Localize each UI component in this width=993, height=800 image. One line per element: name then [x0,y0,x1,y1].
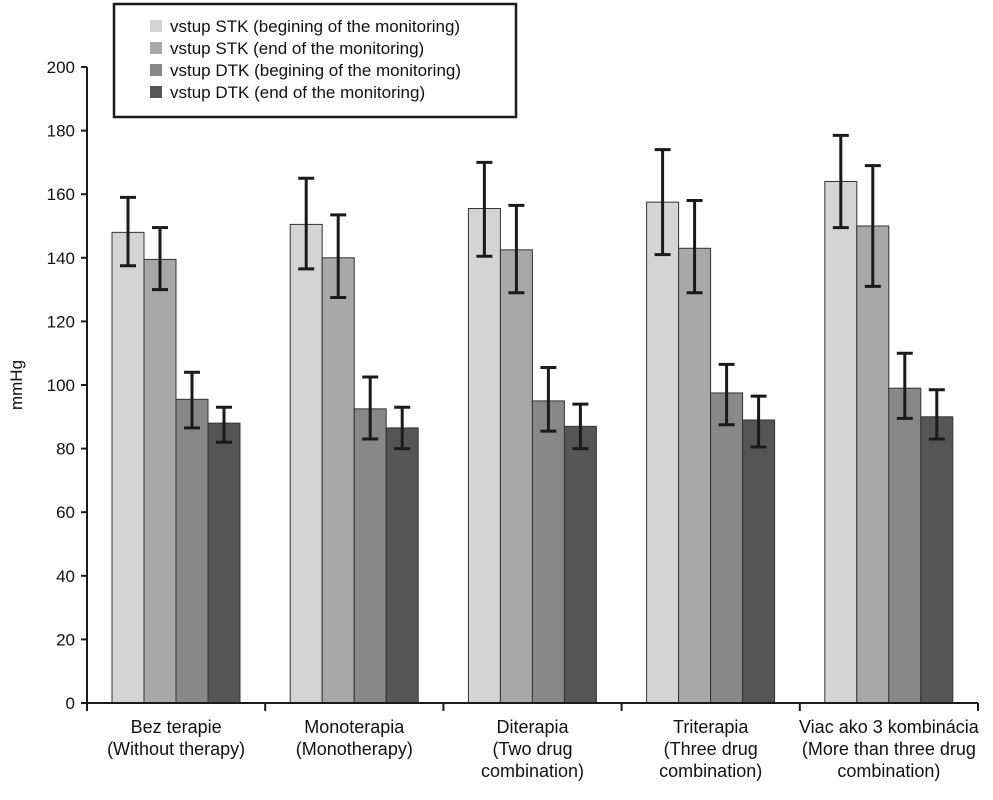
y-tick-label-20: 20 [56,630,75,649]
bar-s3-c2 [563,425,597,704]
legend-swatch [150,42,162,54]
legend-swatch [150,64,162,76]
error-bar-s0-c4 [832,133,849,230]
legend-label: vstup STK (end of the monitoring) [170,39,424,58]
y-tick-label-100: 100 [47,376,75,395]
bar-s0-c1 [289,223,323,704]
error-bar-s2-c1 [362,375,379,441]
x-tick-label-line: (Without therapy) [107,739,245,759]
y-tick-label-120: 120 [47,312,75,331]
legend-label: vstup DTK (begining of the monitoring) [170,61,461,80]
bar-s2-c0 [175,398,209,704]
legend-swatch [150,20,162,32]
y-tick-label-80: 80 [56,440,75,459]
error-bar-s0-c0 [120,195,136,268]
error-bar-s3-c1 [394,405,411,451]
bar-s1-c3 [678,247,712,704]
bar-s0-c3 [646,201,680,704]
error-bar-s2-c0 [184,370,200,430]
error-bar-s2-c2 [540,366,557,433]
error-bar-s3-c3 [750,394,767,449]
x-tick-label-1: Monoterapia (Monotherapy) [296,717,413,759]
bar-s3-c4 [920,416,954,704]
bars-layer [111,133,954,704]
x-tick-label-0: Bez terapie (Without therapy) [107,717,245,759]
error-bar-s3-c0 [216,405,232,444]
y-tick-label-160: 160 [47,185,75,204]
y-axis-label: mmHg [7,360,26,410]
legend: vstup STK (begining of the monitoring) vs… [112,2,518,119]
bar-s1-c2 [499,249,533,704]
bar-group-4 [824,133,954,704]
y-tick-label-60: 60 [56,503,75,522]
bar-s1-c0 [143,258,177,704]
error-bar-s0-c3 [654,148,671,257]
x-tick-label-line: (Two drug [492,739,572,759]
error-bar-s1-c3 [686,199,703,295]
axes-layer: 0 20 40 60 80 100 120 140 160 180 200 Bez terapie (W… [7,58,980,781]
y-tick-label-200: 200 [47,58,75,77]
y-tick-label-180: 180 [47,122,75,141]
error-bar-s3-c4 [928,388,945,441]
y-tick-label-140: 140 [47,249,75,268]
x-tick-label-line: Diterapia [496,717,569,737]
x-tick-label-line: (More than three drug [802,739,976,759]
bar-s0-c0 [111,231,145,704]
error-bar-s3-c2 [572,402,589,451]
error-bar-s0-c1 [298,176,315,271]
x-tick-label-line: Bez terapie [131,717,222,737]
error-bar-s1-c4 [864,164,881,288]
bar-group-0 [111,195,241,704]
x-tick-label-line: (Monotherapy) [296,739,413,759]
x-tick-label-4: Viac ako 3 kombinácia (More than three dr… [799,717,980,781]
legend-swatch [150,86,162,98]
error-bar-s2-c3 [718,362,735,427]
legend-box [112,2,518,119]
bar-s3-c1 [385,427,419,704]
bar-group-1 [289,176,419,704]
bar-s0-c4 [824,180,858,704]
legend-label: vstup DTK (end of the monitoring) [170,83,425,102]
error-bar-s1-c0 [152,226,168,292]
x-tick-label-line: (Three drug [664,739,758,759]
bar-s3-c0 [207,422,241,704]
error-bar-s1-c1 [330,213,347,300]
error-bar-s0-c2 [476,160,493,258]
bar-group-2 [467,160,597,704]
bar-s2-c3 [710,392,744,704]
error-bar-s1-c2 [508,203,525,295]
y-tick-label-40: 40 [56,567,75,586]
bar-s2-c2 [531,400,565,704]
x-tick-label-line: combination) [659,761,762,781]
x-tick-label-line: Triterapia [673,717,749,737]
legend-item-0: vstup STK (begining of the monitoring) [150,17,460,36]
x-tick-label-3: Triterapia (Three drug combination) [659,717,762,781]
x-tick-label-line: combination) [837,761,940,781]
bar-s1-c4 [856,225,890,704]
y-tick-label-0: 0 [66,694,75,713]
bar-group-3 [646,148,776,704]
x-tick-label-line: combination) [481,761,584,781]
x-tick-label-line: Viac ako 3 kombinácia [799,717,980,737]
legend-label: vstup STK (begining of the monitoring) [170,17,460,36]
bar-s3-c3 [742,419,776,704]
bar-s2-c1 [353,408,387,704]
x-tick-label-2: Diterapia (Two drug combination) [481,717,584,781]
legend-item-2: vstup DTK (begining of the monitoring) [150,61,461,80]
x-tick-label-line: Monoterapia [304,717,405,737]
bar-s1-c1 [321,257,355,704]
bar-s0-c2 [467,208,501,704]
error-bar-s2-c4 [896,351,913,420]
bar-s2-c4 [888,387,922,704]
legend-item-3: vstup DTK (end of the monitoring) [150,83,425,102]
legend-item-1: vstup STK (end of the monitoring) [150,39,424,58]
